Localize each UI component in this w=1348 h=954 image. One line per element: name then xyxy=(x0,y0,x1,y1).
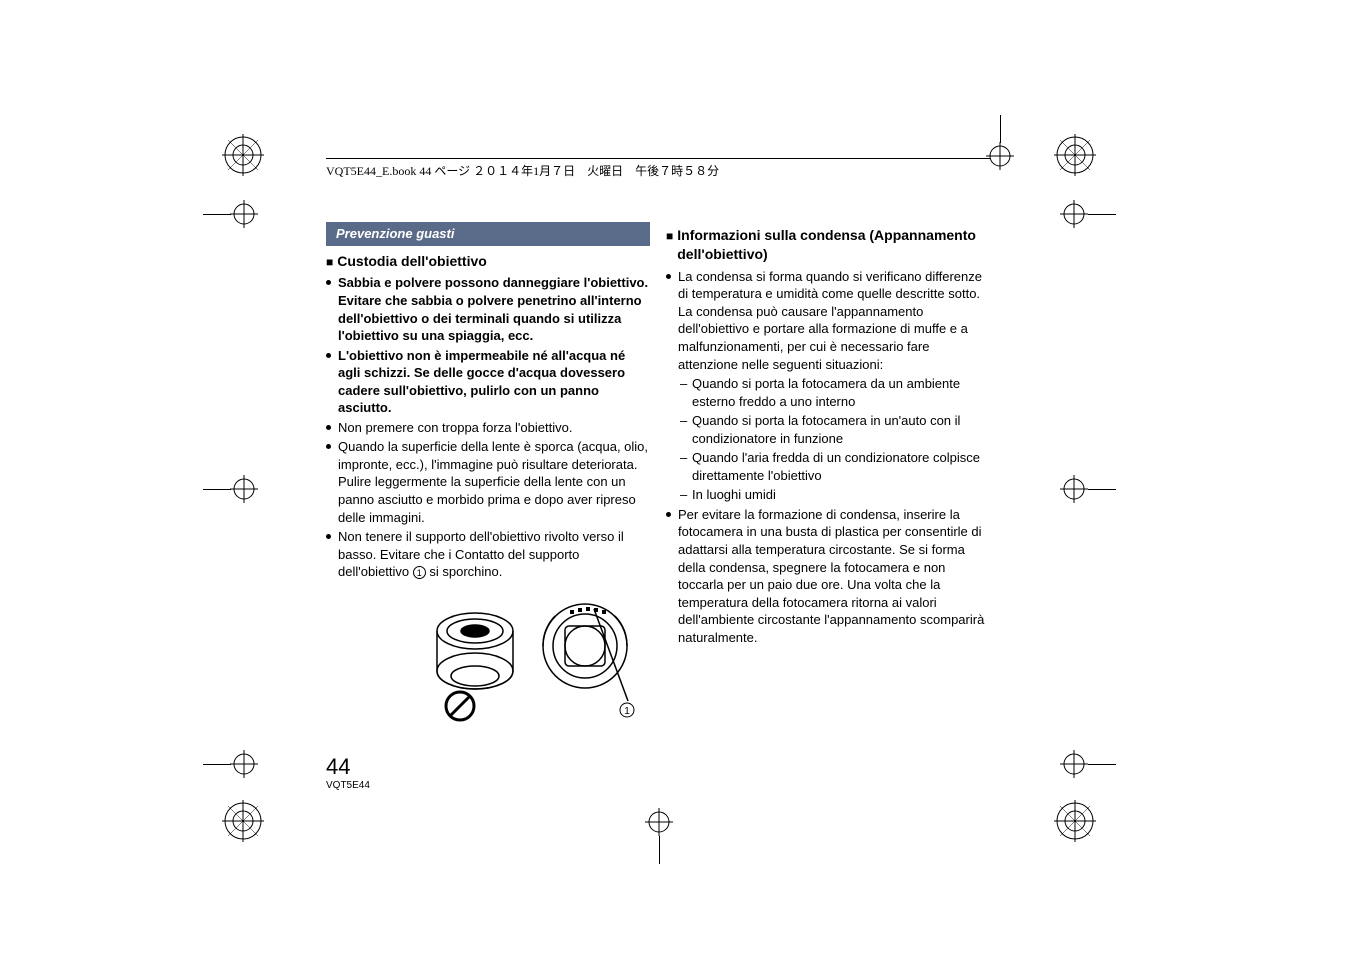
right-column: ■ Informazioni sulla condensa (Appanname… xyxy=(666,222,990,735)
dash-item: In luoghi umidi xyxy=(678,486,990,504)
lens-illustration-icon: 1 xyxy=(430,591,640,731)
crop-rule xyxy=(1088,489,1116,490)
subhead-condensa: ■ Informazioni sulla condensa (Appanname… xyxy=(666,226,990,264)
figure-callout-num: 1 xyxy=(624,706,630,717)
crop-rule xyxy=(1000,115,1001,143)
bullet-item: Per evitare la formazione di condensa, i… xyxy=(666,506,990,646)
lens-figure: 1 xyxy=(326,591,650,736)
bullet-item: Non tenere il supporto dell'obiettivo ri… xyxy=(326,528,650,581)
book-header: VQT5E44_E.book 44 ページ ２０１４年1月７日 火曜日 午後７時… xyxy=(326,162,719,179)
registration-mark-icon xyxy=(222,800,264,842)
bullet-item: Quando la superficie della lente è sporc… xyxy=(326,438,650,526)
section-label: Prevenzione guasti xyxy=(326,222,650,246)
left-column: Prevenzione guasti ■ Custodia dell'obiet… xyxy=(326,222,650,735)
dash-item: Quando si porta la fotocamera in un'auto… xyxy=(678,412,990,447)
crosshair-icon xyxy=(986,142,1014,170)
crosshair-icon xyxy=(230,750,258,778)
right-bullet-list: La condensa si forma quando si verifican… xyxy=(666,268,990,646)
dash-item: Quando si porta la fotocamera da un ambi… xyxy=(678,375,990,410)
bullet-item: Non premere con troppa forza l'obiettivo… xyxy=(326,419,650,437)
crop-rule xyxy=(659,836,660,864)
square-bullet-icon: ■ xyxy=(326,254,333,270)
crop-rule xyxy=(203,764,231,765)
content-columns: Prevenzione guasti ■ Custodia dell'obiet… xyxy=(326,222,990,735)
crosshair-icon xyxy=(1060,750,1088,778)
crosshair-icon xyxy=(645,808,673,836)
subhead-text: Informazioni sulla condensa (Appannament… xyxy=(677,226,990,264)
subhead-text: Custodia dell'obiettivo xyxy=(337,252,487,271)
crop-rule xyxy=(203,214,231,215)
registration-mark-icon xyxy=(1054,800,1096,842)
bullet-text-post: si sporchino. xyxy=(426,564,503,579)
registration-mark-icon xyxy=(222,134,264,176)
doc-code: VQT5E44 xyxy=(326,780,370,791)
dash-item: Quando l'aria fredda di un condizionator… xyxy=(678,449,990,484)
page-number: 44 xyxy=(326,754,350,780)
crosshair-icon xyxy=(230,475,258,503)
crop-rule xyxy=(203,489,231,490)
bullet-text: La condensa si forma quando si verifican… xyxy=(678,269,982,372)
subhead-custodia: ■ Custodia dell'obiettivo xyxy=(326,252,650,271)
square-bullet-icon: ■ xyxy=(666,228,673,244)
crop-rule xyxy=(1088,214,1116,215)
bullet-item: Sabbia e polvere possono danneggiare l'o… xyxy=(326,274,650,344)
circled-number-icon: 1 xyxy=(413,566,426,579)
bullet-item: La condensa si forma quando si verifican… xyxy=(666,268,990,504)
dash-list: Quando si porta la fotocamera da un ambi… xyxy=(678,375,990,504)
left-bullet-list: Sabbia e polvere possono danneggiare l'o… xyxy=(326,274,650,580)
header-rule xyxy=(326,158,990,159)
bullet-item: L'obiettivo non è impermeabile né all'ac… xyxy=(326,347,650,417)
crosshair-icon xyxy=(1060,475,1088,503)
crosshair-icon xyxy=(230,200,258,228)
registration-mark-icon xyxy=(1054,134,1096,176)
crosshair-icon xyxy=(1060,200,1088,228)
crop-rule xyxy=(1088,764,1116,765)
